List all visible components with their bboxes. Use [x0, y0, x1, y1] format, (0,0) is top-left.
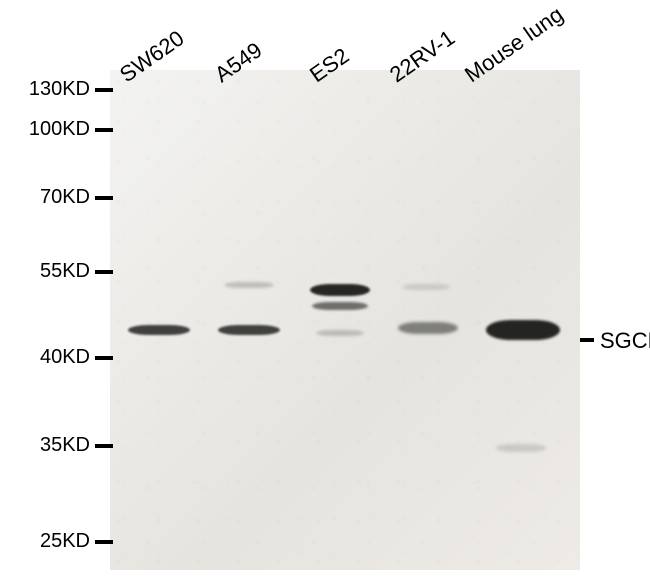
mw-tick — [95, 356, 113, 360]
mw-label: 35KD — [0, 434, 90, 457]
mw-label: 40KD — [0, 346, 90, 369]
mw-label-text: 40KD — [40, 346, 90, 368]
band — [402, 284, 450, 290]
mw-label-text: 55KD — [40, 260, 90, 282]
mw-tick — [95, 540, 113, 544]
band — [310, 284, 370, 296]
mw-label: 100KD — [0, 118, 90, 141]
mw-tick — [95, 444, 113, 448]
mw-label-text: 130KD — [29, 78, 90, 100]
band — [224, 282, 274, 288]
band — [496, 444, 546, 452]
band — [398, 322, 458, 334]
target-tick — [580, 338, 594, 342]
mw-tick — [95, 270, 113, 274]
band — [316, 330, 364, 336]
mw-tick — [95, 128, 113, 132]
mw-label-text: 70KD — [40, 186, 90, 208]
mw-label-text: 35KD — [40, 434, 90, 456]
mw-label: 70KD — [0, 186, 90, 209]
band — [218, 325, 280, 335]
mw-tick — [95, 196, 113, 200]
target-label: SGCE — [600, 328, 650, 354]
mw-label: 25KD — [0, 530, 90, 553]
band — [486, 320, 560, 340]
mw-label: 55KD — [0, 260, 90, 283]
mw-label: 130KD — [0, 78, 90, 101]
mw-tick — [95, 88, 113, 92]
mw-label-text: 25KD — [40, 530, 90, 552]
blot-container — [110, 70, 580, 570]
target-label-text: SGCE — [600, 328, 650, 353]
band — [128, 325, 190, 335]
band — [312, 302, 368, 310]
mw-label-text: 100KD — [29, 118, 90, 140]
